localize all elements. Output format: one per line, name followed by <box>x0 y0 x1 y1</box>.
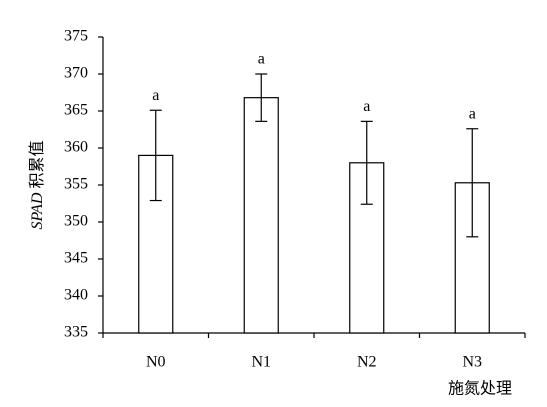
y-label-text: 积累值 <box>28 140 46 188</box>
y-tick-label: 345 <box>64 250 88 267</box>
significance-letter: a <box>469 105 476 122</box>
y-tick-label: 335 <box>64 324 88 341</box>
y-axis-label: SPAD 积累值 <box>28 140 46 229</box>
significance-letter: a <box>152 87 159 104</box>
significance-letter: a <box>363 98 370 115</box>
y-tick-label: 355 <box>64 176 88 193</box>
x-axis-label: 施氮处理 <box>448 380 512 398</box>
y-tick-label: 360 <box>64 139 88 156</box>
y-tick-label: 365 <box>64 102 88 119</box>
y-tick-label: 340 <box>64 287 88 304</box>
y-label-italic: SPAD <box>29 192 46 229</box>
x-tick-label: N3 <box>462 354 482 371</box>
bar <box>243 97 279 334</box>
y-tick-label: 375 <box>64 28 88 45</box>
bar <box>138 154 174 334</box>
x-tick-label: N1 <box>251 354 271 371</box>
x-tick-label: N0 <box>146 354 166 371</box>
y-tick-label: 370 <box>64 65 88 82</box>
y-tick-label: 350 <box>64 213 88 230</box>
significance-letter: a <box>258 51 265 68</box>
x-tick-label: N2 <box>357 354 377 371</box>
